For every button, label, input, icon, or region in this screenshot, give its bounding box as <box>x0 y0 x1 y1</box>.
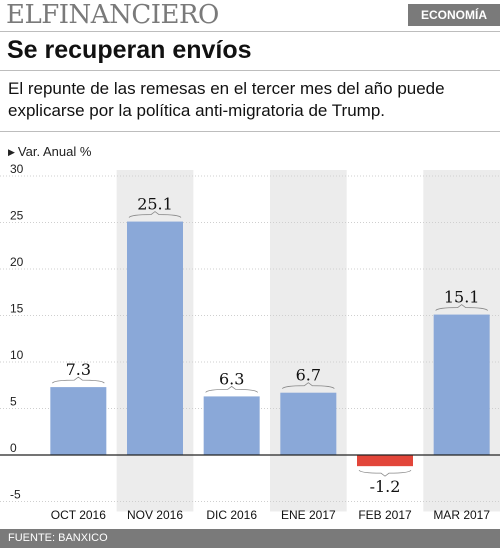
bar <box>50 387 107 455</box>
data-label: 15.1 <box>444 288 480 307</box>
y-tick-label: -5 <box>10 488 21 502</box>
triangle-icon: ▶ <box>8 147 15 157</box>
subtitle: El repunte de las remesas en el tercer m… <box>8 79 445 120</box>
label-bracket <box>435 304 488 311</box>
headline: Se recuperan envíos <box>7 36 252 64</box>
bar <box>127 221 183 455</box>
footer-bar: FUENTE: BANXICO <box>0 529 500 548</box>
divider <box>0 70 500 71</box>
bar <box>280 392 337 455</box>
y-tick-label: 30 <box>10 162 24 176</box>
data-label: -1.2 <box>370 477 401 496</box>
x-tick-label: NOV 2016 <box>127 508 183 522</box>
data-label: 25.1 <box>137 195 173 214</box>
data-label: 6.3 <box>219 369 244 388</box>
x-tick-label: FEB 2017 <box>358 508 412 522</box>
bar <box>357 455 413 467</box>
data-label: 6.7 <box>296 366 321 385</box>
x-tick-label: OCT 2016 <box>51 508 106 522</box>
bar-chart: 30 25 20 15 10 5 0 -5 7.3 OCT 2016 25.1 NOV 2016 6.3… <box>0 162 500 522</box>
brand-logo: ELFINANCIERO <box>6 0 219 30</box>
label-bracket <box>358 469 412 477</box>
label-bracket <box>282 382 335 389</box>
y-tick-label: 5 <box>10 395 17 409</box>
data-label: 7.3 <box>66 360 91 379</box>
y-axis-label-text: Var. Anual % <box>17 144 92 159</box>
section-tag: ECONOMÍA <box>408 4 500 26</box>
x-tick-label: MAR 2017 <box>433 508 490 522</box>
bar <box>433 314 490 455</box>
y-axis-label: ▶ Var. Anual % <box>8 144 91 161</box>
label-bracket <box>52 376 105 384</box>
divider <box>0 31 500 32</box>
y-tick-label: 0 <box>10 441 17 455</box>
label-bracket <box>128 211 182 218</box>
y-tick-label: 10 <box>10 348 24 362</box>
divider <box>0 131 500 132</box>
x-tick-label: DIC 2016 <box>206 508 257 522</box>
source-note: FUENTE: BANXICO <box>8 532 108 544</box>
header: ELFINANCIERO ECONOMÍA <box>0 0 500 30</box>
y-tick-label: 20 <box>10 255 24 269</box>
bar <box>203 396 260 455</box>
y-tick-label: 15 <box>10 302 24 316</box>
y-tick-label: 25 <box>10 209 24 223</box>
column-band <box>270 170 347 512</box>
label-bracket <box>205 385 258 393</box>
x-tick-label: ENE 2017 <box>281 508 336 522</box>
